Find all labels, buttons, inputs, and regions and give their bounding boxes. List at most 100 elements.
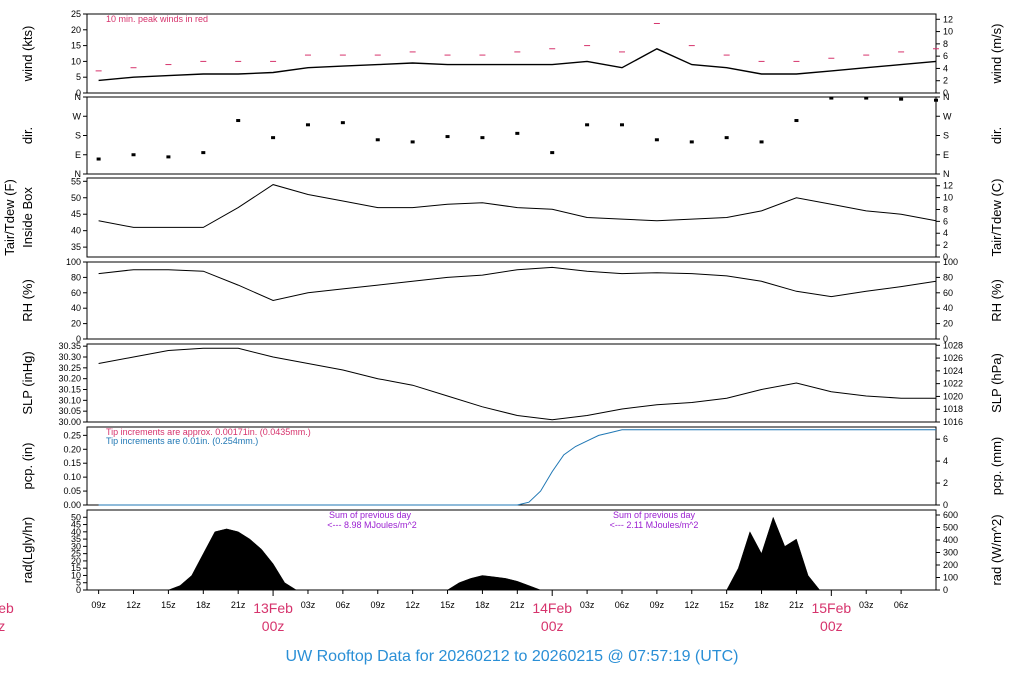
ytick-label-rad: 35 bbox=[71, 534, 81, 544]
right-ytick-label-rh: 0 bbox=[943, 334, 948, 344]
dir-point bbox=[689, 140, 694, 144]
ytick-label-temp: 35 bbox=[71, 242, 81, 252]
dir-point bbox=[305, 123, 310, 127]
ylabel-dir: dir. bbox=[20, 127, 35, 144]
panel-frame-dir bbox=[86, 96, 937, 175]
ytick-label-pcp: 0.00 bbox=[63, 500, 81, 510]
ytick-label-rad: 5 bbox=[76, 578, 81, 588]
right-ytick-label-slp: 1024 bbox=[943, 366, 963, 376]
right-ytick-label-temp: 10 bbox=[943, 193, 953, 203]
ytick-label-dir: W bbox=[73, 111, 82, 121]
ytick-label-slp: 30.30 bbox=[58, 352, 81, 362]
xtick-label: 12z bbox=[405, 600, 420, 610]
ytick-label-wind: 5 bbox=[76, 72, 81, 82]
ylabel-temp: Tair/Tdew (F) bbox=[2, 179, 17, 256]
xtick-label: 03z bbox=[301, 600, 316, 610]
ytick-label-rh: 0 bbox=[76, 334, 81, 344]
dir-point bbox=[445, 135, 450, 139]
rad-summary-2-line1: Sum of previous day bbox=[613, 510, 696, 520]
right-ytick-label-slp: 1028 bbox=[943, 340, 963, 350]
ytick-label-temp: 50 bbox=[71, 193, 81, 203]
panel-frame-rh bbox=[86, 261, 937, 340]
ylabel-right-pcp: pcp. (mm) bbox=[989, 437, 1004, 496]
xtick-label: 06z bbox=[615, 600, 630, 610]
rad-area bbox=[98, 516, 936, 591]
xtick-label: 15z bbox=[161, 600, 176, 610]
ylabel-right-slp: SLP (hPa) bbox=[989, 353, 1004, 413]
right-ytick-label-temp: 0 bbox=[943, 252, 948, 262]
ytick-label-rad: 30 bbox=[71, 541, 81, 551]
xtick-label: 03z bbox=[859, 600, 874, 610]
rad-summary-1-line1: Sum of previous day bbox=[329, 510, 412, 520]
xtick-label: 18z bbox=[475, 600, 490, 610]
dir-point bbox=[934, 98, 938, 102]
ytick-label-dir: S bbox=[75, 131, 81, 141]
day-label: 14Feb bbox=[532, 600, 572, 616]
right-ytick-label-wind: 8 bbox=[943, 39, 948, 49]
right-ytick-label-pcp: 6 bbox=[943, 434, 948, 444]
ytick-label-slp: 30.15 bbox=[58, 385, 81, 395]
right-ytick-label-wind: 12 bbox=[943, 14, 953, 24]
dir-point bbox=[619, 123, 624, 127]
right-ytick-label-wind: 10 bbox=[943, 27, 953, 37]
xtick-label: 21z bbox=[510, 600, 525, 610]
ytick-label-rad: 40 bbox=[71, 527, 81, 537]
ytick-label-rh: 60 bbox=[71, 288, 81, 298]
right-ytick-label-rad: 300 bbox=[943, 548, 958, 558]
ytick-label-dir: N bbox=[75, 92, 82, 102]
footer-title: UW Rooftop Data for 20260212 to 20260215… bbox=[285, 648, 739, 665]
rh-series-line bbox=[98, 266, 937, 302]
right-ytick-label-wind: 0 bbox=[943, 88, 948, 98]
ylabel-right-rad: rad (W/m^2) bbox=[989, 514, 1004, 585]
xtick-label: 18z bbox=[754, 600, 769, 610]
panel-frame-wind bbox=[86, 13, 937, 94]
ytick-label-pcp: 0.10 bbox=[63, 472, 81, 482]
dir-point bbox=[131, 153, 136, 157]
xtick-label: 06z bbox=[894, 600, 909, 610]
xtick-label: 21z bbox=[789, 600, 804, 610]
pcp-series-line bbox=[98, 429, 936, 506]
ytick-label-dir: N bbox=[75, 169, 82, 179]
ylabel-right-dir: dir. bbox=[989, 127, 1004, 144]
right-ytick-label-rh: 60 bbox=[943, 288, 953, 298]
temp-series-line bbox=[98, 184, 937, 228]
right-ytick-label-dir: W bbox=[943, 111, 952, 121]
right-ytick-label-wind: 6 bbox=[943, 51, 948, 61]
right-ytick-label-rad: 0 bbox=[943, 585, 948, 595]
dir-point bbox=[829, 96, 834, 100]
right-ytick-label-rh: 20 bbox=[943, 319, 953, 329]
ylabel-rh: RH (%) bbox=[20, 279, 35, 322]
ytick-label-rad: 20 bbox=[71, 556, 81, 566]
xtick-label: 09z bbox=[91, 600, 106, 610]
ylabel-right-temp: Tair/Tdew (C) bbox=[989, 178, 1004, 256]
dir-point bbox=[166, 155, 171, 159]
dir-point bbox=[899, 97, 904, 101]
right-ytick-label-slp: 1022 bbox=[943, 379, 963, 389]
ytick-label-slp: 30.05 bbox=[58, 406, 81, 416]
dir-point bbox=[654, 138, 659, 142]
ytick-label-rad: 45 bbox=[71, 520, 81, 530]
dir-point bbox=[759, 140, 764, 144]
xtick-label: 15z bbox=[440, 600, 455, 610]
xtick-label: 09z bbox=[650, 600, 665, 610]
right-ytick-label-pcp: 0 bbox=[943, 500, 948, 510]
dir-point bbox=[480, 136, 485, 140]
ytick-label-temp: 55 bbox=[71, 176, 81, 186]
right-ytick-label-dir: N bbox=[943, 92, 950, 102]
ytick-label-slp: 30.20 bbox=[58, 374, 81, 384]
ytick-label-wind: 25 bbox=[71, 9, 81, 19]
wind-annotation: 10 min. peak winds in red bbox=[106, 14, 208, 24]
ytick-label-wind: 20 bbox=[71, 25, 81, 35]
dir-point bbox=[201, 151, 206, 155]
xtick-label: 03z bbox=[580, 600, 595, 610]
ytick-label-rad: 50 bbox=[71, 512, 81, 522]
right-ytick-label-temp: 8 bbox=[943, 204, 948, 214]
ytick-label-slp: 30.35 bbox=[58, 341, 81, 351]
right-ytick-label-temp: 2 bbox=[943, 240, 948, 250]
day-label: 15Feb bbox=[811, 600, 851, 616]
dir-point bbox=[515, 131, 520, 135]
ytick-label-pcp: 0.15 bbox=[63, 458, 81, 468]
ytick-label-dir: E bbox=[75, 150, 81, 160]
pcp-annotation-1: Tip increments are approx. 0.00171in. (0… bbox=[106, 427, 311, 437]
